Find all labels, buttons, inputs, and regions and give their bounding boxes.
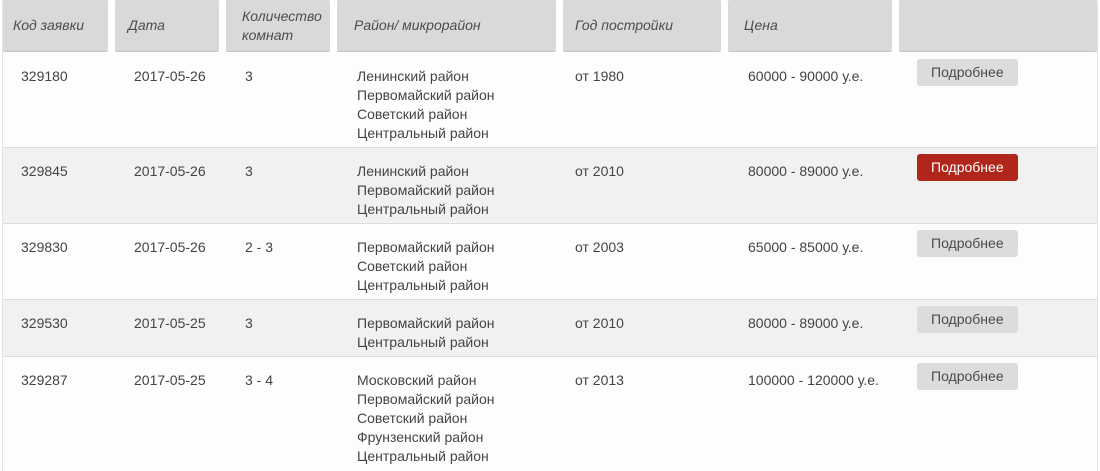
table-header-row: Код заявки Дата Количество комнат Район/…: [3, 0, 1097, 52]
district-line: Центральный район: [357, 277, 489, 293]
district-line: Центральный район: [357, 334, 489, 350]
request-date: 2017-05-25: [134, 315, 206, 331]
year-built: от 2010: [575, 163, 624, 179]
price-range: 80000 - 89000 у.е.: [748, 315, 864, 331]
details-button-cell: Подробнее: [899, 53, 1097, 147]
request-date: 2017-05-26: [134, 68, 206, 84]
district-line: Московский район: [357, 372, 477, 388]
rooms-count: 3: [245, 315, 253, 331]
rooms-count: 3: [245, 68, 253, 84]
district-line: Ленинский район: [357, 68, 469, 84]
district-line: Первомайский район: [357, 87, 495, 103]
details-button-cell: Подробнее: [899, 148, 1097, 223]
price-range: 80000 - 89000 у.е.: [748, 163, 864, 179]
details-button-cell: Подробнее: [899, 224, 1097, 299]
districts-list: Ленинский район Первомайский район Централ…: [337, 148, 556, 223]
column-header-label: Дата: [128, 17, 165, 33]
request-date: 2017-05-26: [134, 163, 206, 179]
column-header-label: Цена: [744, 17, 778, 33]
details-button-cell: Подробнее: [899, 300, 1097, 356]
districts-list: Ленинский район Первомайский район Советск…: [337, 53, 556, 147]
district-line: Первомайский район: [357, 182, 495, 198]
districts-list: Первомайский район Центральный район: [337, 300, 556, 356]
price-range: 100000 - 120000 у.е.: [748, 372, 879, 388]
district-line: Центральный район: [357, 448, 489, 464]
request-date: 2017-05-25: [134, 372, 206, 388]
column-header-6: [899, 0, 1097, 52]
details-button[interactable]: Подробнее: [917, 154, 1018, 181]
year-built: от 2003: [575, 239, 624, 255]
column-header-label: Количество комнат: [242, 7, 322, 43]
column-header-label: Код заявки: [13, 17, 84, 33]
price-range: 65000 - 85000 у.е.: [748, 239, 864, 255]
column-header-1: Дата: [115, 0, 219, 52]
district-line: Советский район: [357, 410, 468, 426]
table-row: 329830 2017-05-26 2 - 3 Первомайский рай…: [3, 223, 1097, 299]
request-code: 329530: [21, 315, 68, 331]
district-line: Первомайский район: [357, 239, 495, 255]
request-date: 2017-05-26: [134, 239, 206, 255]
district-line: Центральный район: [357, 201, 489, 217]
details-button[interactable]: Подробнее: [917, 363, 1018, 390]
districts-list: Первомайский район Советский район Централ…: [337, 224, 556, 299]
district-line: Фрунзенский район: [357, 429, 484, 445]
details-button[interactable]: Подробнее: [917, 230, 1018, 257]
column-header-label: Год постройки: [575, 17, 673, 33]
year-built: от 2010: [575, 315, 624, 331]
request-code: 329845: [21, 163, 68, 179]
table-row: 329845 2017-05-26 3 Ленинский район Перво…: [3, 147, 1097, 223]
column-header-3: Район/ микрорайон: [337, 0, 556, 52]
district-line: Ленинский район: [357, 163, 469, 179]
year-built: от 1980: [575, 68, 624, 84]
districts-list: Московский район Первомайский район Советс…: [337, 357, 556, 470]
column-header-label: Район/ микрорайон: [354, 17, 481, 33]
rooms-count: 2 - 3: [245, 239, 274, 255]
year-built: от 2013: [575, 372, 624, 388]
table-body: 329180 2017-05-26 3 Ленинский район Перво…: [3, 53, 1097, 470]
table-row: 329530 2017-05-25 3 Первомайский район Це…: [3, 299, 1097, 356]
rooms-count: 3 - 4: [245, 372, 274, 388]
details-button[interactable]: Подробнее: [917, 59, 1018, 86]
table-row: 329180 2017-05-26 3 Ленинский район Перво…: [3, 53, 1097, 147]
price-range: 60000 - 90000 у.е.: [748, 68, 864, 84]
column-header-5: Цена: [728, 0, 892, 52]
column-header-0: Код заявки: [3, 0, 108, 52]
request-code: 329830: [21, 239, 68, 255]
table-row: 329287 2017-05-25 3 - 4 Московский район…: [3, 356, 1097, 470]
district-line: Советский район: [357, 258, 468, 274]
column-header-2: Количество комнат: [226, 0, 330, 52]
district-line: Советский район: [357, 106, 468, 122]
district-line: Центральный район: [357, 125, 489, 141]
column-header-4: Год постройки: [563, 0, 721, 52]
district-line: Первомайский район: [357, 391, 495, 407]
rooms-count: 3: [245, 163, 253, 179]
request-code: 329180: [21, 68, 68, 84]
details-button-cell: Подробнее: [899, 357, 1097, 470]
district-line: Первомайский район: [357, 315, 495, 331]
request-code: 329287: [21, 372, 68, 388]
details-button[interactable]: Подробнее: [917, 306, 1018, 333]
